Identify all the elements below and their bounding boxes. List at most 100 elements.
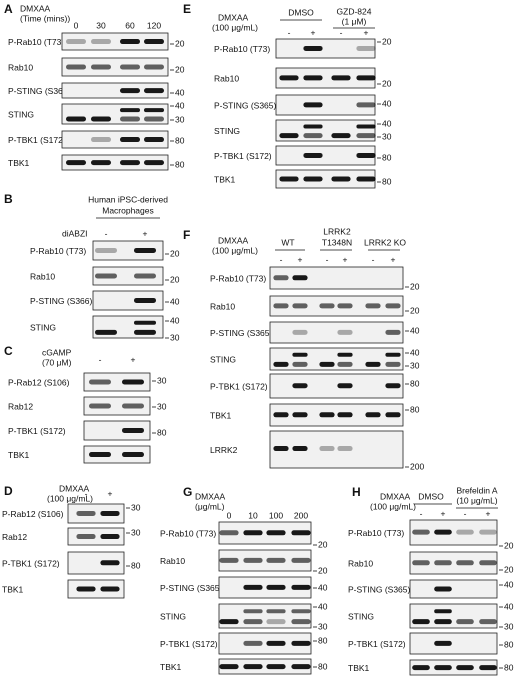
- lane-label: +: [108, 488, 113, 498]
- row-label: Rab10: [30, 271, 55, 281]
- band: [120, 137, 140, 143]
- band: [319, 446, 335, 452]
- marker-label: 40: [175, 87, 185, 97]
- band: [456, 619, 474, 625]
- lane-label: +: [391, 254, 396, 264]
- row-label: P-Rab10 (T73): [214, 44, 270, 54]
- band: [66, 39, 86, 45]
- band: [292, 329, 308, 335]
- panel-letter: D: [4, 484, 13, 498]
- treatment-label: diABZI: [62, 228, 88, 238]
- band: [120, 108, 140, 113]
- marker-label: 20: [318, 565, 328, 575]
- band: [273, 275, 289, 281]
- band: [144, 108, 164, 113]
- band: [479, 665, 497, 671]
- band: [134, 329, 156, 335]
- marker-label: 30: [318, 621, 328, 631]
- blot: [61, 32, 169, 51]
- marker-label: 30: [157, 375, 167, 385]
- panel-letter: G: [183, 485, 192, 499]
- band: [266, 530, 286, 536]
- marker-label: 40: [382, 118, 392, 128]
- marker-label: 80: [318, 661, 328, 671]
- band: [266, 619, 286, 625]
- blot: [409, 603, 498, 629]
- blot: [67, 579, 125, 599]
- lane-label: +: [486, 508, 491, 518]
- panel-letter: A: [4, 2, 13, 16]
- marker-label: 80: [131, 560, 141, 570]
- band: [266, 557, 286, 563]
- band: [456, 665, 474, 671]
- row-label: P-TBK1 (S172): [8, 135, 66, 145]
- band: [95, 247, 117, 253]
- row-label: Rab10: [214, 73, 239, 83]
- band: [144, 116, 164, 122]
- band: [243, 664, 263, 670]
- band: [243, 530, 263, 536]
- band: [144, 160, 164, 166]
- band: [356, 75, 376, 81]
- lane-label: -: [464, 508, 467, 518]
- row-label: P-Rab10 (T73): [8, 37, 64, 47]
- group-label: Human iPSC-derived: [88, 194, 168, 204]
- group-label: Macrophages: [102, 205, 154, 215]
- blot: [269, 295, 404, 317]
- band: [292, 383, 308, 389]
- marker-label: 30: [382, 131, 392, 141]
- blot: [275, 38, 376, 59]
- treatment-label: DMXAA: [218, 235, 249, 245]
- treatment-label: (100 μg/mL): [370, 501, 416, 511]
- row-label: STING: [214, 126, 240, 136]
- band: [412, 619, 430, 625]
- band: [356, 45, 376, 51]
- marker-label: 20: [504, 540, 514, 550]
- band: [120, 88, 140, 94]
- row-label: P-Rab10 (T73): [348, 528, 404, 538]
- band: [292, 303, 308, 309]
- panel-letter: B: [4, 192, 13, 206]
- marker-label: 20: [170, 248, 180, 258]
- band: [303, 75, 323, 81]
- band: [219, 530, 239, 536]
- band: [243, 557, 263, 563]
- group-label: LRRK2: [323, 226, 351, 236]
- blot: [83, 396, 151, 416]
- blot: [83, 420, 151, 441]
- marker-label: 20: [170, 274, 180, 284]
- band: [66, 64, 86, 70]
- band: [243, 609, 263, 614]
- band: [292, 412, 308, 418]
- row-label: Rab10: [8, 62, 33, 72]
- band: [219, 619, 239, 625]
- band: [385, 383, 401, 389]
- lane-label: +: [311, 27, 316, 37]
- band: [385, 329, 401, 335]
- marker-label: 40: [175, 100, 185, 110]
- band: [365, 412, 381, 418]
- band: [120, 39, 140, 45]
- treatment-label: DMXAA: [195, 491, 226, 501]
- group-label: Brefeldin A: [456, 485, 497, 495]
- row-label: P-Rab12 (S106): [2, 509, 64, 519]
- marker-label: 80: [157, 427, 167, 437]
- panel-letter: E: [183, 2, 191, 16]
- marker-label: 40: [170, 296, 180, 306]
- band: [273, 446, 289, 452]
- band: [266, 584, 286, 590]
- band: [273, 361, 289, 367]
- marker-label: 30: [504, 621, 514, 631]
- blot: [269, 266, 404, 290]
- band: [291, 530, 311, 536]
- treatment-label: DMXAA: [20, 3, 51, 13]
- band: [243, 640, 263, 646]
- lane-label: 100: [269, 510, 283, 520]
- treatment-label: DMXAA: [59, 483, 90, 493]
- blot: [409, 551, 498, 575]
- lane-label: +: [364, 27, 369, 37]
- band: [292, 275, 308, 281]
- row-label: P-STING (S365): [160, 583, 223, 593]
- band: [122, 403, 144, 409]
